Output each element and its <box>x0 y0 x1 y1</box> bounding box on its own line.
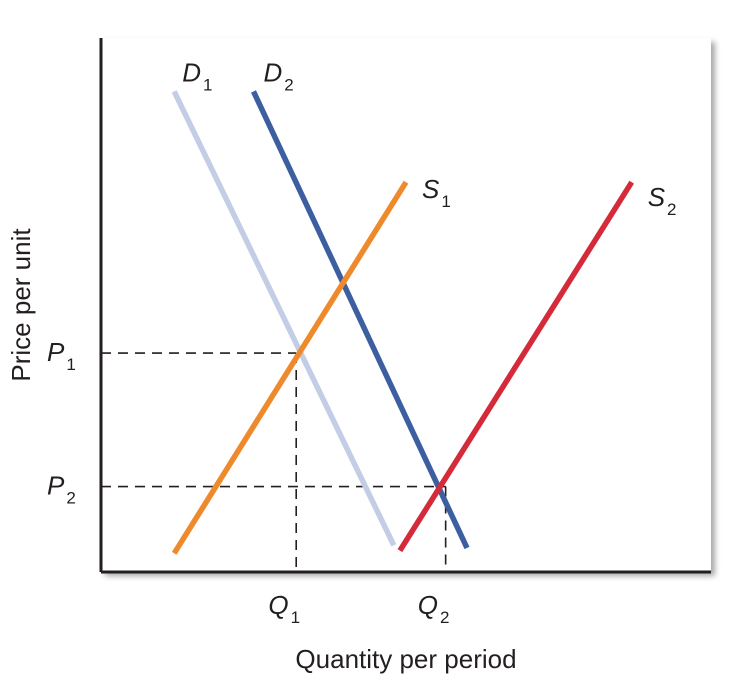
labels: D 1 D 2 S 1 S 2 P 1 P 2 Q 1 Q 2 <box>47 57 677 627</box>
y-axis-title: Price per unit <box>6 228 36 382</box>
curve-d2 <box>251 90 470 550</box>
guide-lines <box>101 352 447 572</box>
curves <box>171 90 635 555</box>
curve-s1 <box>171 180 409 555</box>
curve-d1 <box>171 90 397 547</box>
x-axis-title: Quantity per period <box>295 644 516 674</box>
plot-area <box>101 38 711 572</box>
curve-s2 <box>397 180 635 553</box>
